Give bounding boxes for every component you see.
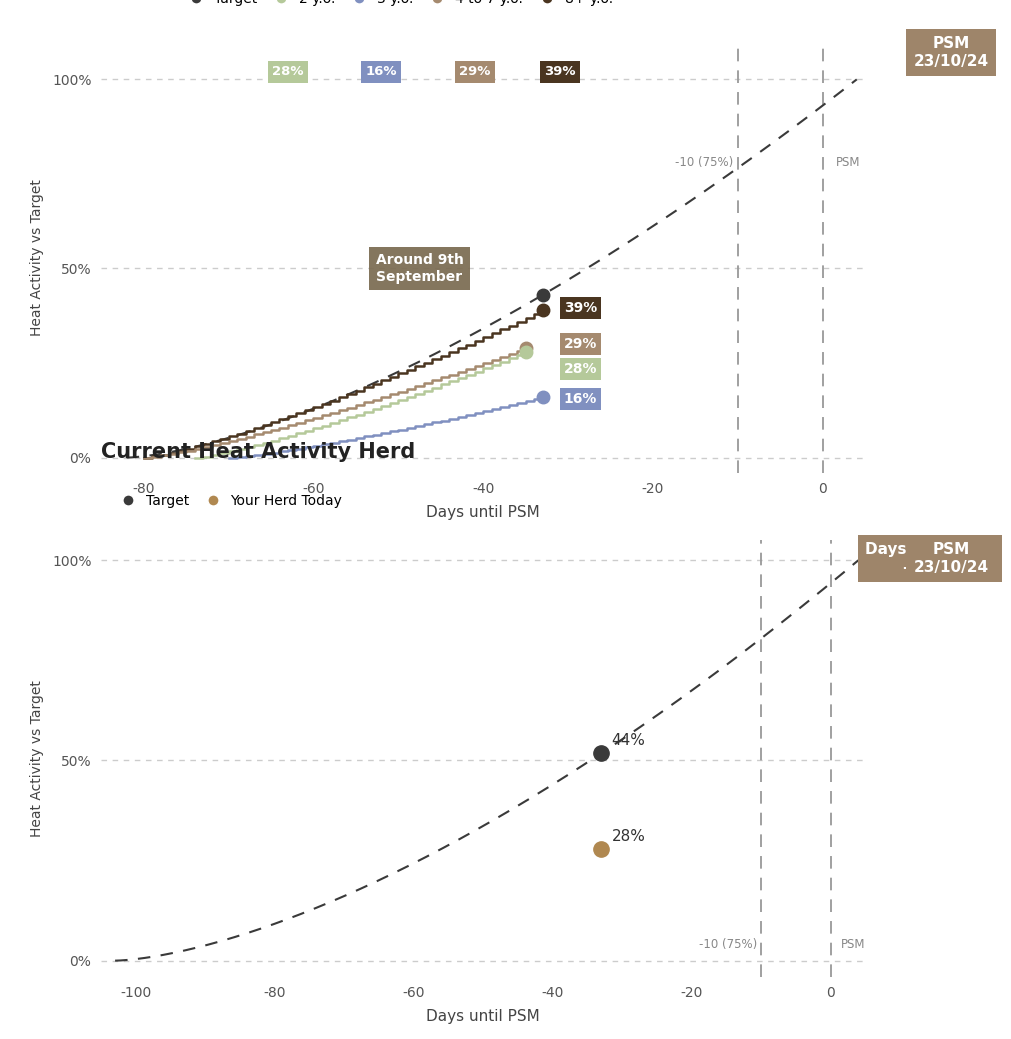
Text: 29%: 29% <box>459 65 490 78</box>
Text: PSM: PSM <box>840 937 864 951</box>
Text: Around 9th
September: Around 9th September <box>375 254 463 284</box>
Text: 28%: 28% <box>563 362 596 376</box>
Text: 16%: 16% <box>563 392 596 406</box>
Y-axis label: Heat Activity vs Target: Heat Activity vs Target <box>29 179 43 336</box>
Text: PSM: PSM <box>835 156 859 169</box>
Y-axis label: Heat Activity vs Target: Heat Activity vs Target <box>29 681 43 836</box>
Text: 16%: 16% <box>365 65 396 78</box>
Text: 29%: 29% <box>563 337 596 351</box>
X-axis label: Days until PSM: Days until PSM <box>426 1009 540 1023</box>
Text: 44%: 44% <box>611 734 645 748</box>
Text: 39%: 39% <box>563 301 596 315</box>
Text: PSM
23/10/24: PSM 23/10/24 <box>913 542 988 575</box>
Text: Days until PSM
-33.00: Days until PSM -33.00 <box>864 542 993 575</box>
Text: 39%: 39% <box>543 65 575 78</box>
Legend: Target, Your Herd Today: Target, Your Herd Today <box>108 488 348 513</box>
Text: 28%: 28% <box>272 65 303 78</box>
X-axis label: Days until PSM: Days until PSM <box>426 505 540 520</box>
Text: -10 (75%): -10 (75%) <box>674 156 733 169</box>
Text: PSM
23/10/24: PSM 23/10/24 <box>913 36 988 69</box>
Legend: Target, 2 y.o., 3 y.o., 4 to 7 y.o., 8+ y.o.: Target, 2 y.o., 3 y.o., 4 to 7 y.o., 8+ … <box>177 0 618 11</box>
Text: Current Heat Activity Herd: Current Heat Activity Herd <box>101 442 416 461</box>
Text: -10 (75%): -10 (75%) <box>699 937 757 951</box>
Text: 28%: 28% <box>611 829 645 844</box>
